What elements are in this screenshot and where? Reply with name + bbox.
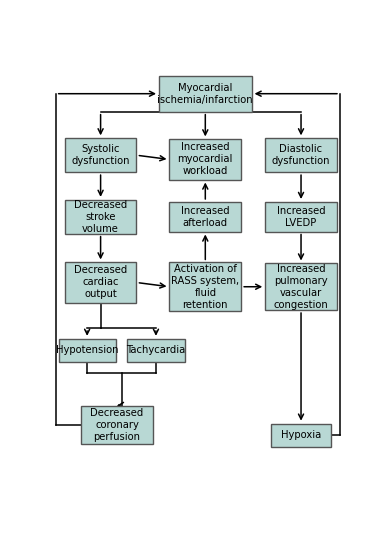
- Text: Myocardial
ischemia/infarction: Myocardial ischemia/infarction: [157, 83, 253, 105]
- Text: Increased
LVEDP: Increased LVEDP: [277, 206, 325, 228]
- Text: Hypotension: Hypotension: [56, 345, 119, 355]
- FancyBboxPatch shape: [59, 339, 115, 362]
- FancyBboxPatch shape: [81, 406, 153, 444]
- Text: Systolic
dysfunction: Systolic dysfunction: [71, 144, 130, 166]
- Text: Decreased
coronary
perfusion: Decreased coronary perfusion: [90, 408, 144, 442]
- FancyBboxPatch shape: [65, 262, 137, 302]
- Text: Increased
myocardial
workload: Increased myocardial workload: [178, 143, 233, 176]
- FancyBboxPatch shape: [265, 202, 337, 231]
- Text: Increased
afterload: Increased afterload: [181, 206, 230, 228]
- FancyBboxPatch shape: [271, 424, 331, 447]
- Text: Tachycardia: Tachycardia: [126, 345, 186, 355]
- FancyBboxPatch shape: [169, 262, 241, 311]
- FancyBboxPatch shape: [65, 200, 137, 234]
- FancyBboxPatch shape: [169, 202, 241, 231]
- Text: Diastolic
dysfunction: Diastolic dysfunction: [272, 144, 330, 166]
- FancyBboxPatch shape: [159, 75, 252, 112]
- FancyBboxPatch shape: [265, 263, 337, 310]
- Text: Decreased
stroke
volume: Decreased stroke volume: [74, 199, 127, 234]
- FancyBboxPatch shape: [65, 138, 137, 172]
- Text: Activation of
RASS system,
fluid
retention: Activation of RASS system, fluid retenti…: [171, 264, 239, 310]
- FancyBboxPatch shape: [265, 138, 337, 172]
- Text: Hypoxia: Hypoxia: [281, 430, 321, 440]
- Text: Increased
pulmonary
vascular
congestion: Increased pulmonary vascular congestion: [274, 264, 328, 310]
- Text: Decreased
cardiac
output: Decreased cardiac output: [74, 266, 127, 300]
- FancyBboxPatch shape: [127, 339, 185, 362]
- FancyBboxPatch shape: [169, 139, 241, 180]
